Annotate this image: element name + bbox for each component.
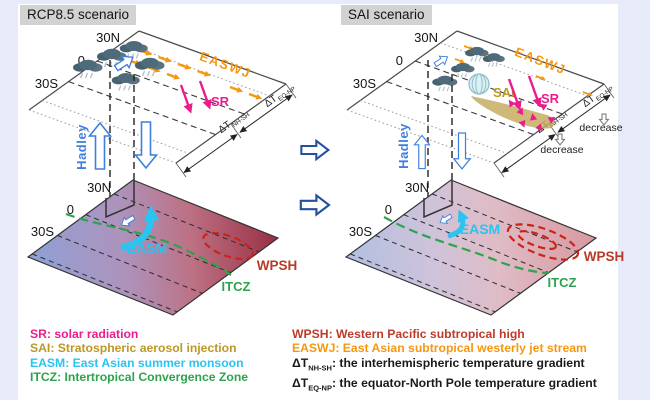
wpsh-inner-ellipse [516, 230, 558, 250]
itcz-label: ITCZ [222, 279, 251, 294]
wpsh-ellipse [506, 223, 580, 261]
legend-column-2: WPSH: Western Pacific subtropical high E… [292, 327, 597, 396]
lat-label-eq-upper: 0 [78, 53, 85, 68]
decrease-label-nhsh: decrease [540, 144, 583, 156]
sr-label: SR [211, 94, 230, 109]
lat-label-30s-surface: 30S [31, 224, 54, 239]
lat-label-30s-upper: 30S [35, 76, 58, 91]
easm-arrow [447, 209, 469, 239]
itcz-line [383, 216, 550, 275]
surface-plane [344, 179, 598, 316]
sai-balloon-icon [468, 73, 490, 95]
aerosol-plume [471, 96, 555, 129]
column-base-box [105, 181, 135, 219]
rcp85-panel: 30N 0 30S ΔT NH-SH ΔT EQ-NP [26, 30, 298, 316]
upper-plane [29, 31, 286, 163]
easm-label: EASM [460, 221, 500, 237]
solar-radiation-arrows [507, 75, 542, 111]
legend-item-itcz: ITCZ: Intertropical Convergence Zone [30, 370, 249, 385]
easm-arrow [120, 205, 160, 252]
lat-label-eq-surface: 0 [67, 202, 74, 217]
legend-item-easwj: EASWJ: East Asian subtropical westerly j… [292, 341, 587, 356]
scenario-transition-arrow-icon [299, 194, 331, 216]
sai-panel: 30N 0 30S ΔT NH-SH ΔT EQ-NP decrease dec… [344, 30, 625, 316]
lat-label-30n-surface: 30N [87, 180, 111, 195]
easm-label: EASM [127, 240, 167, 256]
wpsh-label: WPSH [257, 258, 298, 273]
lat-label-30s-upper: 30S [353, 76, 376, 91]
legend-column-1: SR: solar radiation SAI: Stratospheric a… [30, 327, 248, 385]
legend-item-sr: SR: solar radiation [30, 327, 139, 341]
lat-label-30n-surface: 30N [405, 180, 429, 195]
column-base-box [423, 181, 453, 219]
panel-title-rcp85: RCP8.5 scenario [20, 5, 137, 25]
hadley-label: Hadley [396, 123, 411, 169]
lat-label-eq-upper: 0 [396, 53, 403, 68]
hadley-up-arrow-icon [413, 134, 431, 170]
sai-label: SAI [493, 85, 515, 100]
legend-item-dt-eqnp: ΔTEQ-NP: the equator-North Pole temperat… [292, 375, 597, 393]
solar-radiation-arrows [179, 80, 212, 114]
surface-plane [26, 179, 280, 316]
legend-item-wpsh: WPSH: Western Pacific subtropical high [292, 327, 525, 341]
transition-arrows [299, 139, 331, 216]
wpsh-label: WPSH [584, 249, 625, 264]
panel-title-sai: SAI scenario [341, 5, 432, 25]
legend-item-sai: SAI: Stratospheric aerosol injection [30, 341, 237, 356]
lat-label-30n-upper: 30N [414, 30, 438, 45]
legend-item-easm: EASM: East Asian summer monsoon [30, 355, 244, 370]
scenario-transition-arrow-icon [300, 139, 330, 161]
hadley-label: Hadley [74, 124, 89, 170]
decrease-label-eqnp: decrease [579, 122, 622, 134]
wpsh-ellipse [202, 231, 254, 261]
legend-item-dt-nhsh: ΔTNH-SH: the interhemispheric temperatur… [292, 355, 585, 373]
lat-label-30s-surface: 30S [349, 224, 372, 239]
lat-label-30n-upper: 30N [96, 30, 120, 45]
sr-label: SR [541, 91, 560, 106]
itcz-label: ITCZ [548, 275, 577, 290]
itcz-line [65, 212, 234, 278]
lat-label-eq-surface: 0 [385, 202, 392, 217]
